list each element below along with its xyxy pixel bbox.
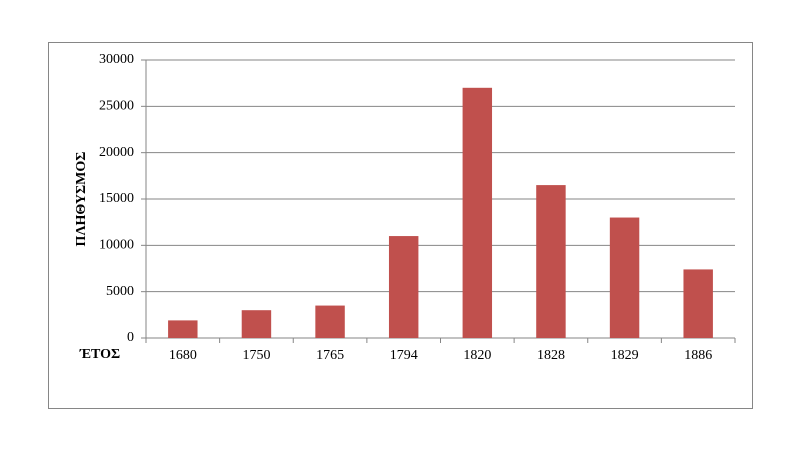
bar: [609, 217, 640, 338]
x-tick-label: 1750: [242, 348, 270, 363]
bar: [462, 87, 493, 338]
x-tick-label: 1765: [316, 348, 344, 363]
y-tick-label: 10000: [99, 238, 134, 253]
bar: [388, 236, 419, 338]
x-axis-label: ΈΤΟΣ: [79, 347, 120, 362]
x-tick-label: 1794: [390, 348, 418, 363]
x-tick-label: 1828: [537, 348, 565, 363]
y-tick-label: 20000: [99, 145, 134, 160]
x-tick-label: 1829: [611, 348, 639, 363]
y-tick-label: 0: [127, 330, 134, 345]
bar: [536, 185, 566, 338]
x-tick-label: 1886: [684, 348, 712, 363]
y-tick-label: 15000: [99, 191, 134, 206]
y-tick-label: 25000: [99, 99, 134, 114]
x-tick-label: 1680: [169, 348, 197, 363]
y-axis-label: ΠΛΗΘΥΣΜΟΣ: [74, 152, 89, 247]
y-tick-label: 30000: [99, 52, 134, 67]
x-tick-label: 1820: [463, 348, 491, 363]
bar: [315, 305, 345, 338]
y-tick-label: 5000: [106, 284, 134, 299]
bar: [683, 269, 713, 338]
bar: [241, 310, 272, 338]
bar: [168, 320, 198, 338]
